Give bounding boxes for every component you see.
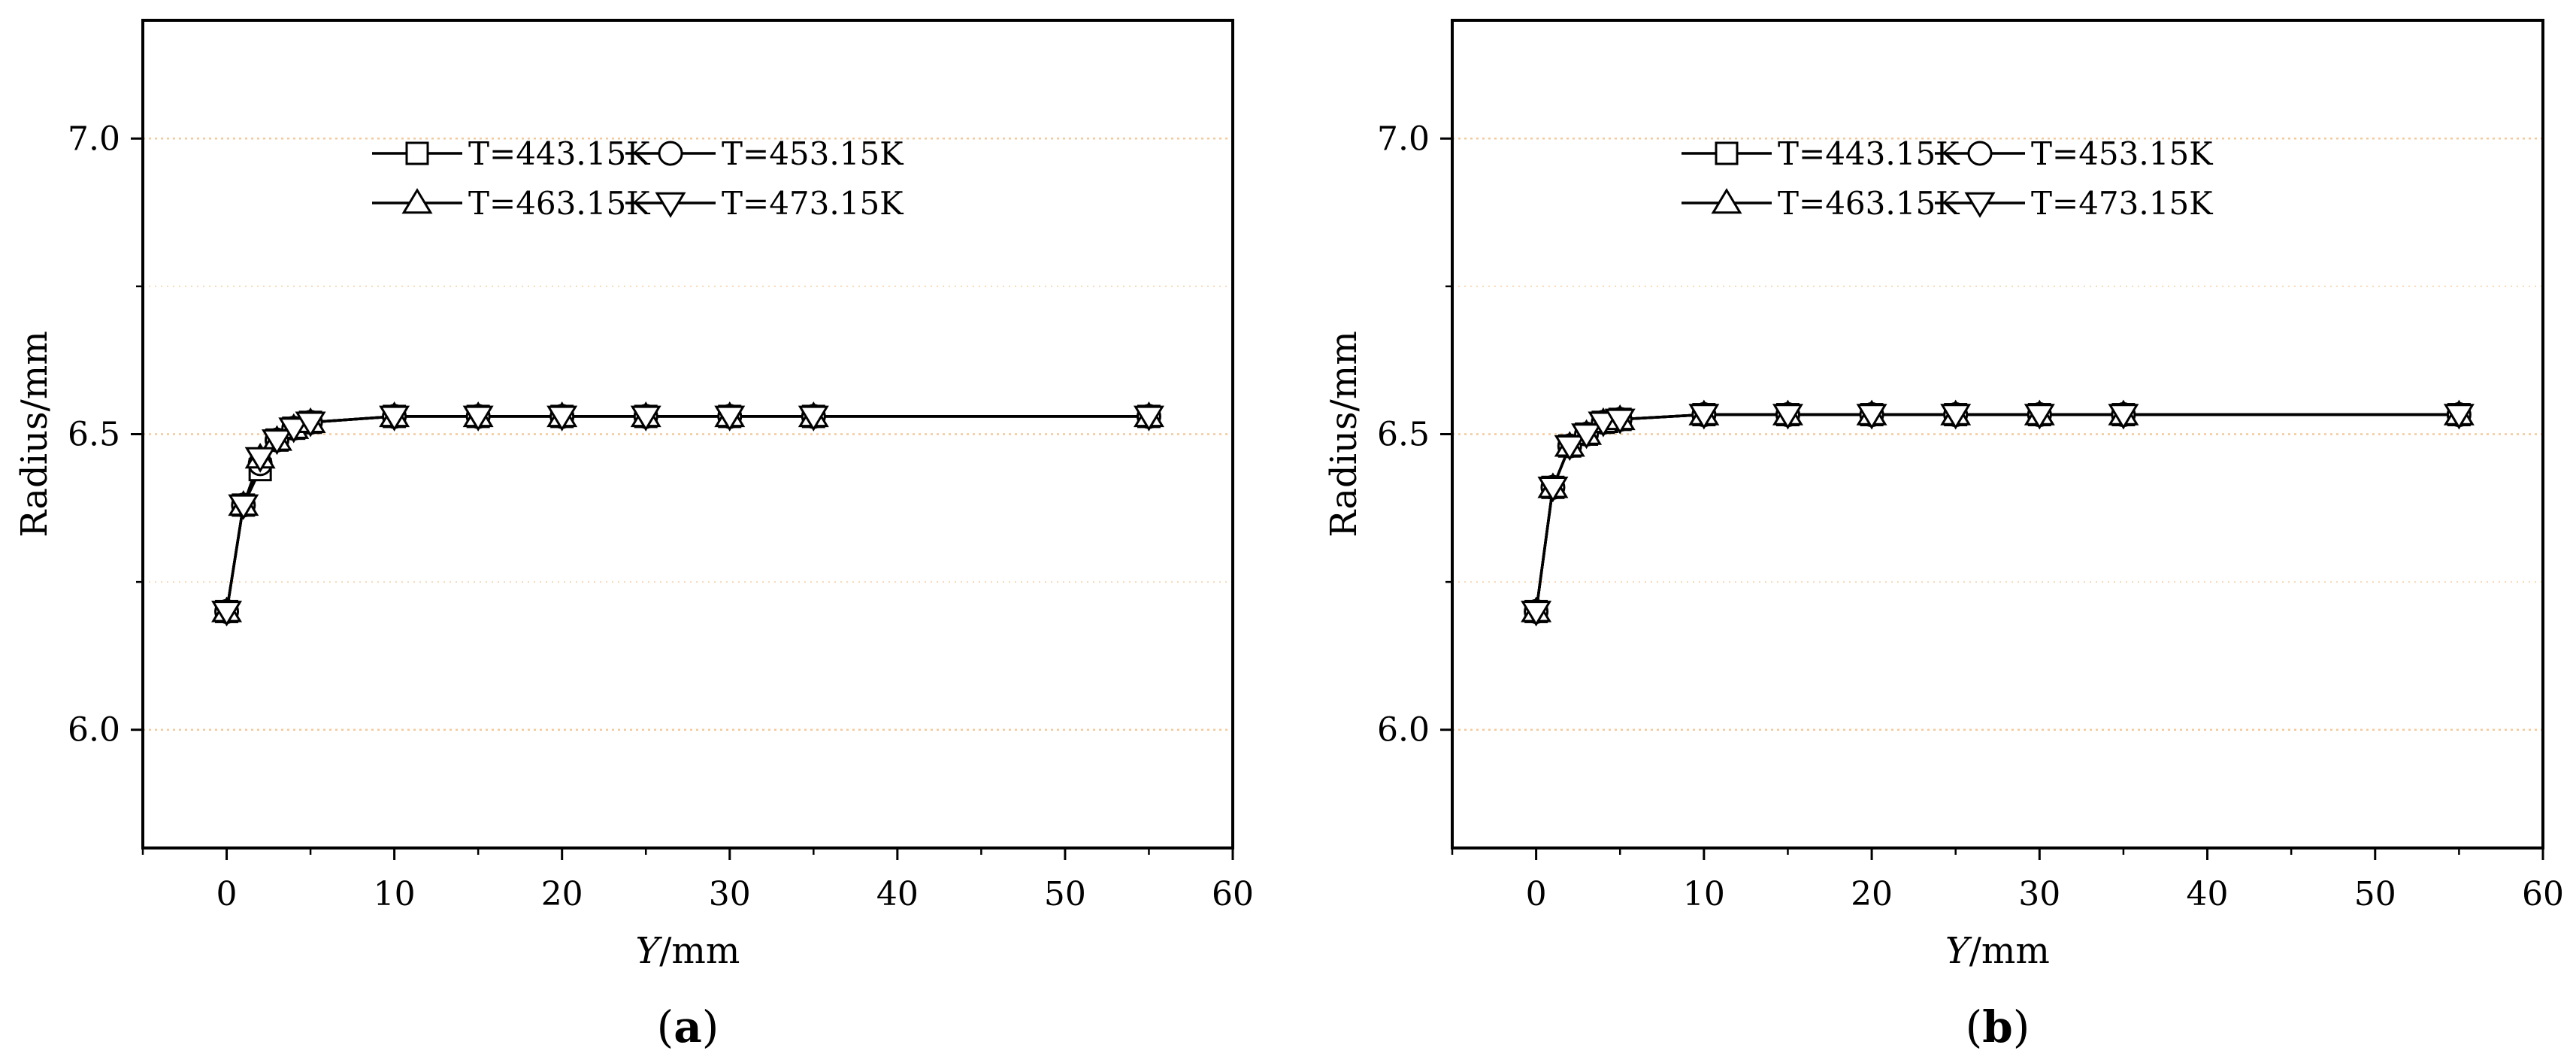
data-point-3-4	[278, 417, 310, 444]
legend-marker-0	[1715, 141, 1739, 165]
data-point-3-10	[714, 405, 746, 432]
series-line-1	[1534, 413, 2459, 612]
data-point-3-0	[1521, 601, 1552, 627]
legend-label: T=473.15K	[722, 185, 904, 222]
x-tick-label: 0	[216, 875, 238, 913]
data-point-3-9	[1940, 404, 1972, 430]
y-tick-label: 6.0	[68, 711, 120, 750]
x-axis-title-variable: Y	[1945, 930, 1972, 972]
panel-label-close: )	[2013, 1001, 2030, 1052]
data-point-3-1	[1537, 477, 1569, 503]
legend-marker-2	[401, 188, 433, 214]
data-point-3-6	[1688, 404, 1720, 430]
legend-marker-2	[1711, 188, 1742, 214]
y-tick-label: 6.5	[1377, 416, 1430, 454]
data-point-3-12	[1133, 405, 1164, 432]
legend-marker-1	[658, 141, 683, 166]
y-tick-label: 7.0	[1377, 120, 1430, 158]
data-point-3-4	[1588, 411, 1619, 438]
data-point-3-3	[1571, 423, 1603, 450]
panel-label-open: (	[657, 1001, 674, 1052]
legend-label: T=443.15K	[1778, 135, 1960, 172]
data-point-3-12	[2443, 404, 2475, 430]
series-line-2	[225, 415, 1149, 612]
data-point-3-7	[1772, 404, 1803, 430]
legend-label: T=453.15K	[2031, 135, 2214, 172]
data-point-3-9	[630, 405, 661, 432]
series-line-2	[1534, 413, 2459, 612]
data-point-3-5	[1604, 408, 1636, 435]
x-tick-label: 50	[2354, 875, 2396, 913]
data-point-3-5	[295, 411, 326, 438]
legend-marker-1	[1967, 141, 1993, 166]
data-point-3-2	[244, 447, 276, 473]
legend-label: T=453.15K	[722, 135, 904, 172]
legend-marker-0	[405, 141, 429, 165]
legend-marker-3	[655, 192, 686, 218]
legend-label: T=443.15K	[468, 135, 651, 172]
data-point-3-11	[798, 405, 829, 432]
x-axis-title-unit: /mm	[1969, 930, 2050, 972]
y-tick-label: 6.0	[1377, 711, 1430, 750]
series-line-0	[1534, 413, 2459, 612]
panel-label-letter: b	[1982, 1001, 2013, 1052]
x-tick-label: 10	[374, 875, 416, 913]
x-tick-label: 30	[709, 875, 751, 913]
panel-label: (a)	[657, 1001, 719, 1052]
panel-label: (b)	[1966, 1001, 2030, 1052]
series-line-3	[225, 415, 1149, 612]
data-point-3-3	[261, 429, 292, 456]
data-point-3-10	[2024, 404, 2055, 430]
data-point-3-7	[462, 405, 494, 432]
x-tick-label: 30	[2018, 875, 2060, 913]
y-tick-label: 6.5	[68, 416, 120, 454]
series-line-0	[225, 415, 1149, 612]
x-tick-label: 40	[2187, 875, 2229, 913]
legend-label: T=463.15K	[468, 185, 651, 222]
x-tick-label: 60	[1212, 875, 1254, 913]
y-axis-title: Radius/mm	[14, 331, 56, 538]
legend-label: T=473.15K	[2031, 185, 2214, 222]
panel-label-letter: a	[674, 1001, 702, 1052]
panel-a: 0 10 20 30 40 50 60 6.0 6.5 7.0 Y/mm Radius/mm (a) T=…	[14, 19, 1254, 1052]
panel-label-close: )	[702, 1001, 719, 1052]
legend-label: T=463.15K	[1778, 185, 1960, 222]
legend-marker-3	[1964, 192, 1996, 218]
data-point-3-11	[2108, 404, 2139, 430]
panel-label-open: (	[1966, 1001, 1983, 1052]
data-point-3-2	[1554, 435, 1585, 462]
x-axis-title-unit: /mm	[659, 930, 740, 972]
data-point-3-1	[228, 494, 259, 520]
series-line-1	[225, 415, 1149, 612]
x-axis-title: Y/mm	[636, 930, 740, 972]
y-tick-label: 7.0	[68, 120, 120, 158]
x-axis-title-variable: Y	[636, 930, 663, 972]
data-point-3-8	[1856, 404, 1887, 430]
x-tick-label: 10	[1683, 875, 1725, 913]
series-line-3	[1534, 413, 2459, 612]
x-axis-title: Y/mm	[1945, 930, 2050, 972]
data-point-3-0	[211, 601, 243, 627]
x-tick-label: 20	[1851, 875, 1893, 913]
x-tick-label: 60	[2522, 875, 2564, 913]
x-tick-label: 20	[541, 875, 583, 913]
x-tick-label: 0	[1526, 875, 1547, 913]
data-point-3-8	[546, 405, 578, 432]
y-axis-title: Radius/mm	[1323, 331, 1365, 538]
data-point-3-6	[379, 405, 410, 432]
x-tick-label: 40	[876, 875, 919, 913]
x-tick-label: 50	[1044, 875, 1086, 913]
panel-b: 0 10 20 30 40 50 60 6.0 6.5 7.0 Y/mm Radius/mm (b) T=…	[1323, 19, 2564, 1052]
